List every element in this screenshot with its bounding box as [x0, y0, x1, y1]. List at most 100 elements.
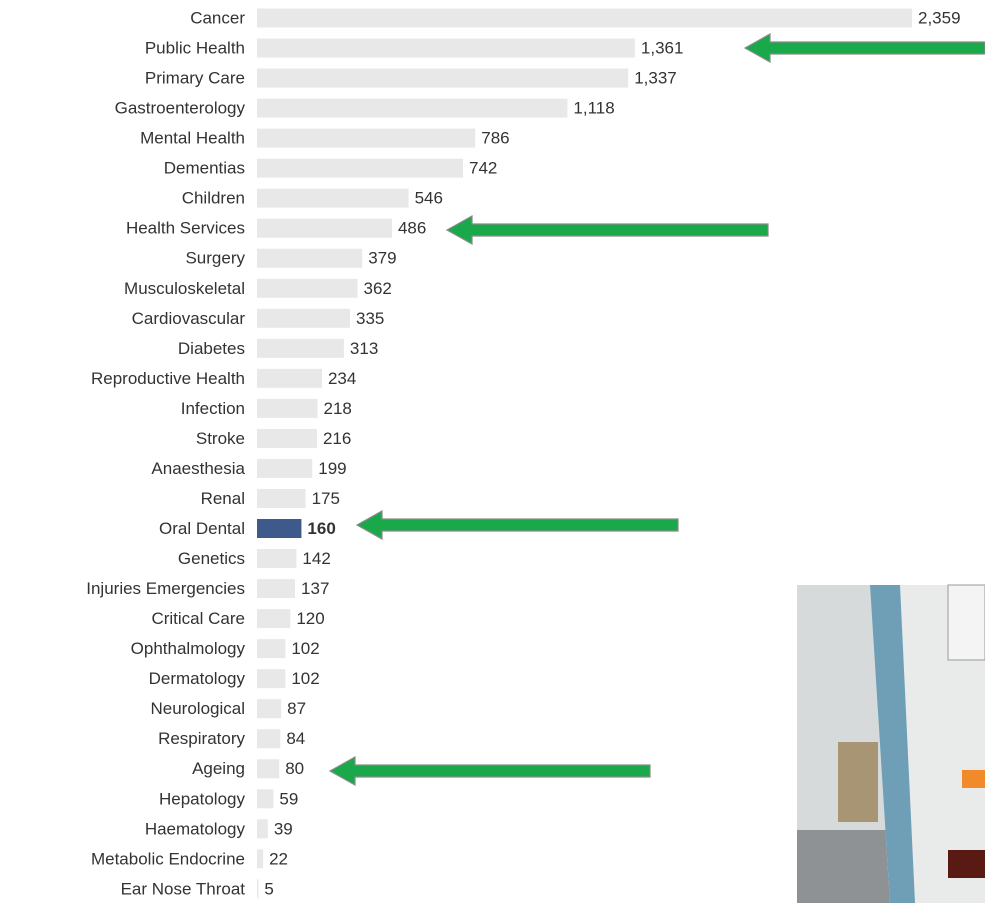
bar [257, 609, 291, 629]
bar [257, 849, 264, 869]
value-label: 742 [469, 159, 497, 178]
value-label: 142 [302, 549, 330, 568]
value-label: 199 [318, 459, 346, 478]
bar [257, 98, 568, 118]
bar [257, 789, 274, 809]
category-label: Health Services [126, 219, 245, 238]
value-label: 84 [286, 729, 305, 748]
photo-building [838, 742, 878, 822]
category-label: Dementias [164, 159, 245, 178]
value-label: 218 [324, 399, 352, 418]
bar [257, 68, 629, 88]
bar [257, 639, 286, 659]
photo-vehicle-stripe [870, 585, 915, 903]
photo-tail-light [948, 850, 985, 878]
value-label: 80 [285, 759, 304, 778]
value-label: 39 [274, 819, 293, 838]
value-label: 379 [368, 249, 396, 268]
value-label: 546 [415, 189, 443, 208]
photo [797, 584, 985, 903]
value-label: 1,337 [634, 69, 677, 88]
photo-panel [947, 584, 985, 661]
category-label: Haematology [145, 819, 246, 838]
category-label: Genetics [178, 549, 245, 568]
bar [257, 218, 392, 238]
category-label: Respiratory [158, 729, 245, 748]
category-label: Ageing [192, 759, 245, 778]
category-label: Surgery [185, 249, 245, 268]
arrow [445, 214, 769, 246]
bar [257, 38, 635, 58]
bar [257, 428, 317, 448]
bar [257, 819, 268, 839]
bar [257, 248, 363, 268]
value-label: 22 [269, 849, 288, 868]
category-label: Dermatology [149, 669, 246, 688]
arrow [328, 755, 651, 787]
bar [257, 669, 286, 689]
value-label: 175 [312, 489, 340, 508]
category-label: Infection [181, 399, 245, 418]
value-label: 102 [291, 669, 319, 688]
arrow [743, 32, 985, 64]
bar [257, 759, 280, 779]
value-label: 120 [296, 609, 324, 628]
photo-light [962, 770, 985, 788]
value-label: 137 [301, 579, 329, 598]
category-label: Cancer [190, 8, 245, 27]
value-label: 786 [481, 129, 509, 148]
bar [257, 729, 281, 749]
value-label: 59 [279, 789, 298, 808]
bar [257, 579, 296, 599]
category-label: Ear Nose Throat [121, 879, 246, 898]
bar [257, 549, 297, 569]
bar [257, 158, 464, 178]
category-label: Ophthalmology [131, 639, 246, 658]
category-label: Diabetes [178, 339, 245, 358]
value-label: 335 [356, 309, 384, 328]
category-label: Critical Care [151, 609, 245, 628]
category-label: Hepatology [159, 789, 246, 808]
value-label: 234 [328, 369, 356, 388]
category-label: Anaesthesia [151, 459, 245, 478]
bar [257, 458, 313, 478]
value-label: 216 [323, 429, 351, 448]
category-label: Gastroenterology [115, 99, 246, 118]
category-label: Public Health [145, 39, 245, 58]
bar [257, 188, 409, 208]
value-label: 5 [264, 879, 273, 898]
value-label: 87 [287, 699, 306, 718]
value-label: 313 [350, 339, 378, 358]
value-label: 102 [291, 639, 319, 658]
value-label: 1,361 [641, 39, 684, 58]
category-label: Children [182, 189, 245, 208]
bar [257, 308, 351, 328]
bar [257, 699, 282, 719]
category-label: Oral Dental [159, 519, 245, 538]
category-label: Metabolic Endocrine [91, 849, 245, 868]
category-label: Injuries Emergencies [86, 579, 245, 598]
value-label: 2,359 [918, 8, 961, 27]
value-label: 1,118 [573, 99, 614, 118]
category-label: Cardiovascular [132, 309, 246, 328]
bar [257, 128, 476, 148]
category-label: Mental Health [140, 129, 245, 148]
bar [257, 278, 358, 298]
category-label: Neurological [151, 699, 246, 718]
bar [257, 519, 302, 539]
bar [257, 8, 912, 28]
photo-ground [797, 830, 892, 903]
value-label: 160 [307, 519, 335, 538]
category-label: Reproductive Health [91, 369, 245, 388]
arrow [355, 509, 679, 541]
bar [257, 488, 306, 508]
bar [257, 879, 259, 899]
bar [257, 398, 318, 418]
value-label: 486 [398, 219, 426, 238]
category-label: Renal [201, 489, 245, 508]
bar [257, 368, 322, 388]
category-label: Musculoskeletal [124, 279, 245, 298]
category-label: Primary Care [145, 69, 245, 88]
bar [257, 338, 344, 358]
